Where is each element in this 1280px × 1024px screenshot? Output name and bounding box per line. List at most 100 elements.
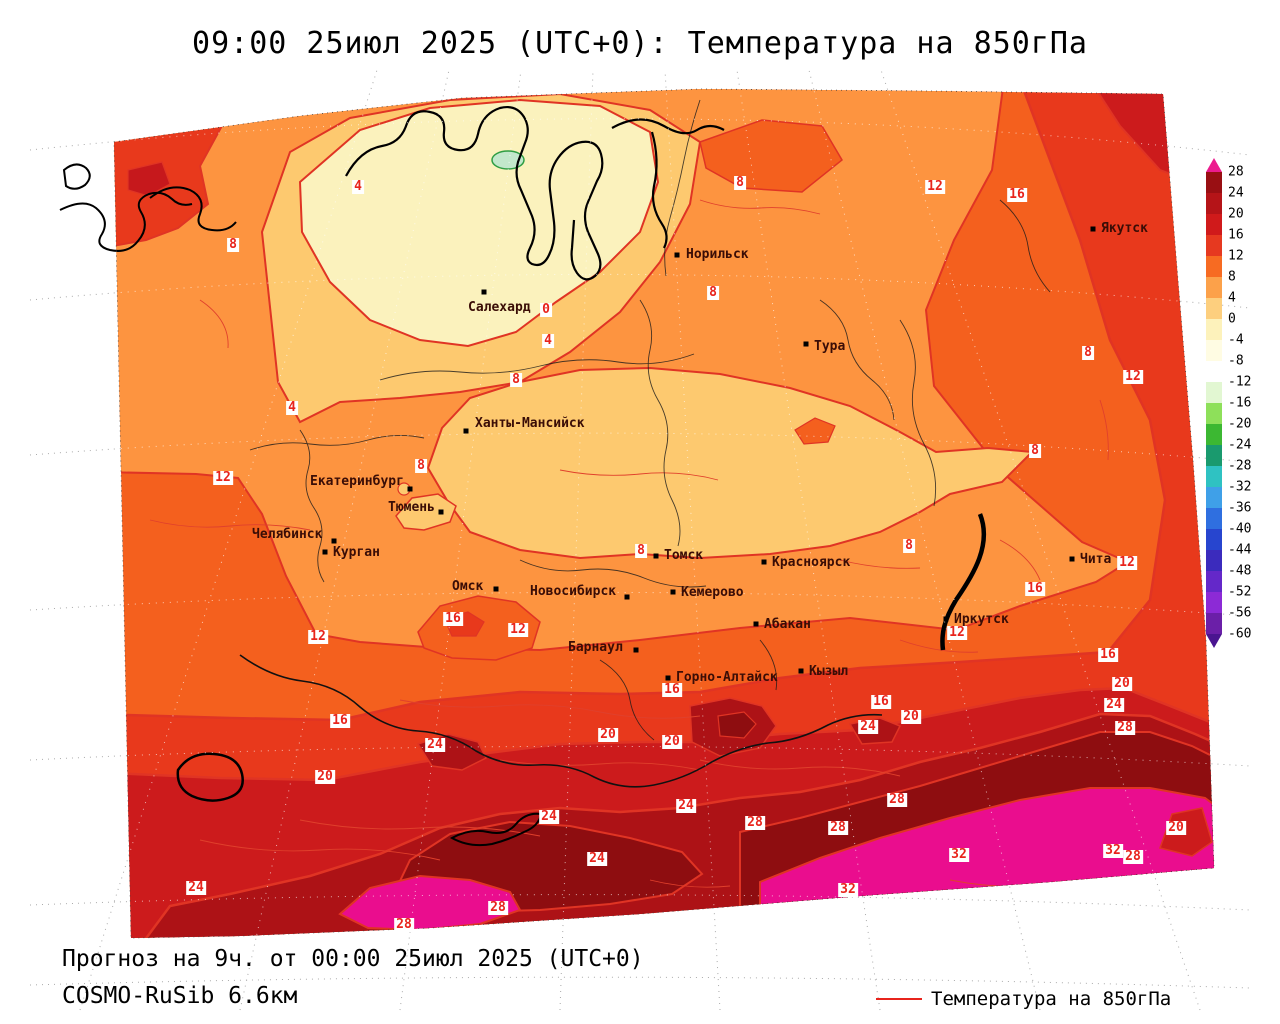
colorbar-tick-label: 0 [1228, 311, 1236, 327]
city-dot [438, 509, 444, 515]
colorbar-segment [1206, 445, 1222, 466]
city-label: Красноярск [772, 555, 851, 570]
colorbar-arrow-down-icon [1206, 634, 1222, 648]
forecast-info: Прогноз на 9ч. от 00:00 25июл 2025 (UTC+… [62, 946, 644, 972]
band-28-32-pocket-altai [717, 711, 757, 739]
colorbar-segment [1206, 193, 1222, 214]
city-dot [798, 668, 804, 674]
colorbar-segment [1206, 424, 1222, 445]
contour-label: 4 [286, 400, 298, 415]
temperature-line-sample [876, 998, 922, 1000]
city-label: Чита [1080, 552, 1112, 567]
city-dot [624, 594, 630, 600]
page-title: 09:00 25июл 2025 (UTC+0): Температура на… [192, 26, 1088, 61]
colorbar-tick-label: -28 [1228, 458, 1252, 474]
contour-label: 12 [508, 622, 528, 637]
colorbar-tick-label: -44 [1228, 542, 1252, 558]
colorbar-tick-label: -48 [1228, 563, 1252, 579]
colorbar-tick-label: 20 [1228, 206, 1244, 222]
city-dot [761, 559, 767, 565]
band-12-16-patch [699, 119, 843, 193]
contour-label: 28 [488, 900, 508, 915]
band-4-8-central [426, 366, 1035, 560]
contour-label: 20 [901, 709, 921, 724]
city-label: Тюмень [388, 500, 435, 515]
contour-label: 8 [1082, 345, 1094, 360]
colorbar-segment [1206, 487, 1222, 508]
contour-label: 16 [1007, 187, 1027, 202]
city-dot [1090, 226, 1096, 232]
contour-label: 24 [1104, 697, 1124, 712]
city-label: Челябинск [252, 527, 323, 542]
admin-borders [249, 99, 1051, 741]
coastline-outside [59, 163, 193, 252]
city-label: Абакан [764, 617, 811, 632]
contour-label: 8 [227, 237, 239, 252]
contour-label: 28 [887, 792, 907, 807]
colorbar-tick-label: -60 [1228, 626, 1252, 642]
contour-label: 24 [587, 851, 607, 866]
colorbar-tick-label: -8 [1228, 353, 1244, 369]
contour-label: 8 [734, 175, 746, 190]
contour-label: 8 [415, 458, 427, 473]
colorbar-tick-label: 28 [1228, 164, 1244, 180]
colorbar-segment [1206, 550, 1222, 571]
contour-label: 16 [443, 611, 463, 626]
legend-label: Температура на 850гПа [931, 988, 1172, 1010]
lake-baikal [940, 513, 987, 651]
colorbar-tick-label: -20 [1228, 416, 1252, 432]
band-12-16-pocket-tura [794, 417, 836, 445]
city-label: Кемерово [681, 585, 744, 600]
colorbar-segment [1206, 298, 1222, 319]
city-dot [407, 486, 413, 492]
colorbar-segment [1206, 277, 1222, 298]
colorbar-segment [1206, 529, 1222, 550]
city-dot [665, 675, 671, 681]
contour-label: 12 [1123, 369, 1143, 384]
city-label: Ханты-Мансийск [475, 416, 585, 431]
colorbar-tick-label: -56 [1228, 605, 1252, 621]
contour-label: 8 [635, 543, 647, 558]
city-label: Томск [664, 548, 704, 563]
contour-label: 32 [1103, 843, 1123, 858]
contour-label: 20 [1112, 676, 1132, 691]
contour-label: 8 [707, 285, 719, 300]
contour-label: 32 [949, 847, 969, 862]
city-label: Норильск [686, 247, 749, 262]
contour-label: 16 [1025, 581, 1045, 596]
colorbar-tick-label: -36 [1228, 500, 1252, 516]
temperature-colorbar: 28 24 20 16 12 8 4 0 -4 -8 -12 -16 -20 -24 -28 -32 -36 -4… [1206, 158, 1278, 678]
city-dot [674, 252, 680, 258]
contour-label: 16 [871, 694, 891, 709]
band-over-32-left [338, 874, 522, 932]
contour-label: 24 [676, 798, 696, 813]
colorbar-tick-label: 12 [1228, 248, 1244, 264]
contour-label: 20 [315, 769, 335, 784]
graticule-inside [114, 89, 1214, 938]
city-dot [753, 621, 759, 627]
contour-label: 28 [745, 815, 765, 830]
contour-label: 8 [510, 372, 522, 387]
city-dot [653, 553, 659, 559]
colorbar-tick-label: -52 [1228, 584, 1252, 600]
contour-label: 4 [352, 179, 364, 194]
map-legend: Температура на 850гПа [876, 988, 1171, 1010]
city-dot [633, 647, 639, 653]
contour-label: 28 [1115, 720, 1135, 735]
contour-label: 0 [540, 302, 552, 317]
city-dot [943, 616, 949, 622]
city-label: Кызыл [809, 664, 849, 679]
contour-label: 20 [598, 727, 618, 742]
contour-label: 24 [425, 737, 445, 752]
contour-label: 16 [330, 713, 350, 728]
colorbar-segment [1206, 235, 1222, 256]
city-label: Новосибирск [530, 584, 617, 599]
contour-label: 16 [662, 682, 682, 697]
model-info: COSMO-RuSib 6.6км [62, 983, 298, 1009]
city-dot [803, 341, 809, 347]
colorbar-tick-label: -24 [1228, 437, 1252, 453]
contour-label: 12 [213, 470, 233, 485]
contour-label: 24 [539, 809, 559, 824]
colorbar-tick-label: -4 [1228, 332, 1244, 348]
